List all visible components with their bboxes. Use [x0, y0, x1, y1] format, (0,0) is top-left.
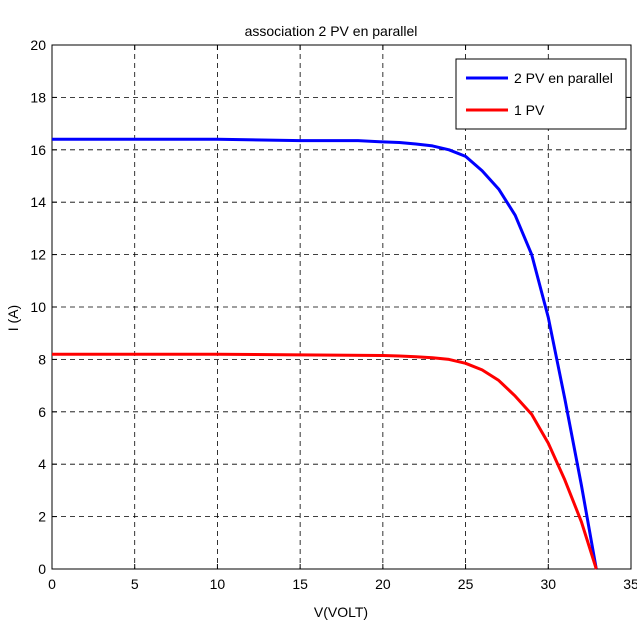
y-tick-label: 18: [30, 89, 46, 105]
x-tick-label: 30: [540, 576, 556, 592]
axis-ticks: 0 5 10 15 20 25 30 35 0 2 4 6 8 10 12 14 16 18 20: [30, 37, 637, 592]
y-tick-label: 4: [38, 456, 46, 472]
y-tick-label: 10: [30, 299, 46, 315]
legend-label: 2 PV en parallel: [514, 70, 613, 86]
y-tick-label: 2: [38, 509, 46, 525]
x-tick-label: 20: [375, 576, 391, 592]
y-tick-label: 14: [30, 194, 46, 210]
y-tick-label: 8: [38, 351, 46, 367]
y-tick-label: 20: [30, 37, 46, 53]
chart-title: association 2 PV en parallel: [245, 23, 418, 39]
y-axis-label: I (A): [5, 305, 21, 331]
legend-box: [455, 58, 627, 130]
x-tick-label: 35: [623, 576, 637, 592]
x-tick-label: 15: [292, 576, 308, 592]
legend: 2 PV en parallel 1 PV: [455, 58, 627, 130]
series-line-1: [52, 137, 598, 570]
y-tick-label: 12: [30, 247, 46, 263]
y-tick-label: 6: [38, 404, 46, 420]
x-tick-label: 25: [458, 576, 474, 592]
x-tick-label: 10: [210, 576, 226, 592]
x-tick-label: 5: [131, 576, 139, 592]
grid: [52, 45, 631, 569]
legend-label: 1 PV: [514, 102, 545, 118]
series-line-2: [52, 352, 598, 570]
y-tick-label: 16: [30, 142, 46, 158]
x-axis-label: V(VOLT): [314, 604, 368, 620]
x-tick-label: 0: [48, 576, 56, 592]
series-group: [52, 137, 598, 570]
y-tick-label: 0: [38, 561, 46, 577]
